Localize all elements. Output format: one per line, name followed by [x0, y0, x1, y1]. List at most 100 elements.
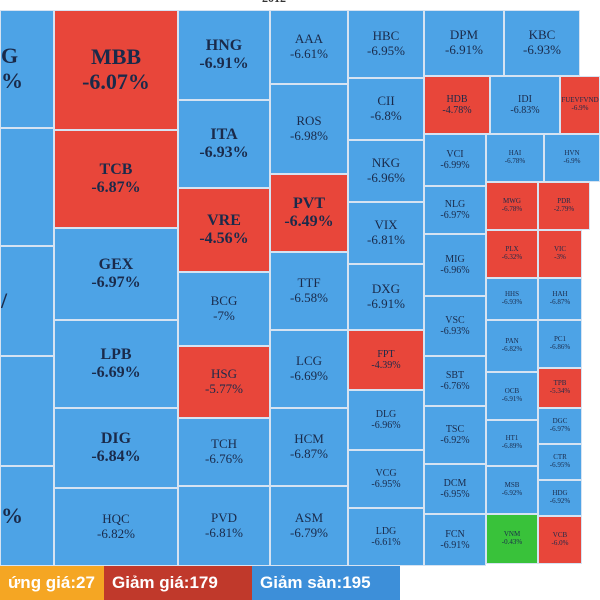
- tile-vnm[interactable]: VNM -0.43%: [486, 514, 538, 564]
- tile-dpm[interactable]: DPM -6.91%: [424, 10, 504, 76]
- tile-ros[interactable]: ROS -6.98%: [270, 84, 348, 174]
- percent-change: -6.81%: [367, 232, 405, 247]
- tile-pvd[interactable]: PVD -6.81%: [178, 486, 270, 566]
- tile-tpb[interactable]: TPB -5.34%: [538, 368, 582, 408]
- tile-edge-5[interactable]: %: [0, 466, 54, 566]
- tile-dcm[interactable]: DCM -6.95%: [424, 464, 486, 514]
- ticker-symbol: TSC: [445, 423, 465, 435]
- tile-idi[interactable]: IDI -6.83%: [490, 76, 560, 134]
- tile-hdb[interactable]: HDB -4.78%: [424, 76, 490, 134]
- ticker-symbol: VNM: [503, 530, 521, 539]
- tile-ita[interactable]: ITA -6.93%: [178, 100, 270, 188]
- ticker-symbol: HVN: [564, 149, 580, 158]
- tile-edge-2[interactable]: [0, 128, 54, 246]
- percent-change: -6.93%: [440, 326, 470, 337]
- tile-mig[interactable]: MIG -6.96%: [424, 234, 486, 296]
- ticker-symbol: NLG: [444, 198, 466, 210]
- percent-change: -6.91%: [199, 55, 249, 72]
- tile-pvt[interactable]: PVT -6.49%: [270, 174, 348, 252]
- floor-price-count: 195: [342, 573, 371, 592]
- percent-change: -6.78%: [504, 157, 526, 165]
- tile-edge-3[interactable]: /: [0, 246, 54, 356]
- tile-vcg[interactable]: VCG -6.95%: [348, 450, 424, 508]
- tile-mwg[interactable]: MWG -6.78%: [486, 182, 538, 230]
- tile-fcn[interactable]: FCN -6.91%: [424, 514, 486, 566]
- tile-lpb[interactable]: LPB -6.69%: [54, 320, 178, 408]
- tile-pdr[interactable]: PDR -2.79%: [538, 182, 590, 230]
- tile-kbc[interactable]: KBC -6.93%: [504, 10, 580, 76]
- tile-ctr[interactable]: CTR -6.95%: [538, 444, 582, 480]
- tile-edge-4[interactable]: [0, 356, 54, 466]
- ticker-symbol: VCI: [446, 148, 464, 160]
- percent-change: -6.99%: [440, 160, 470, 171]
- tile-ht1[interactable]: HT1 -6.89%: [486, 420, 538, 466]
- tile-tsc[interactable]: TSC -6.92%: [424, 406, 486, 464]
- tile-vcb[interactable]: VCB -6.0%: [538, 516, 582, 564]
- tile-dig[interactable]: DIG -6.84%: [54, 408, 178, 488]
- market-summary-bar: ứng giá: 27 Giảm giá: 179 Giảm sàn: 195: [0, 566, 600, 600]
- tile-hng[interactable]: HNG -6.91%: [178, 10, 270, 100]
- tile-hvn[interactable]: HVN -6.9%: [544, 134, 600, 182]
- tile-ldg[interactable]: LDG -6.61%: [348, 508, 424, 566]
- percent-change: -6.69%: [290, 368, 328, 383]
- percent-change: -6.86%: [549, 343, 571, 351]
- ticker-symbol: DPM: [449, 27, 479, 43]
- ticker-symbol: VIC: [553, 245, 567, 254]
- tile-dgc[interactable]: DGC -6.97%: [538, 408, 582, 444]
- percent-change: -6.89%: [501, 442, 523, 450]
- tile-hbc[interactable]: HBC -6.95%: [348, 10, 424, 78]
- percent-change: -6.96%: [367, 170, 405, 185]
- tile-tcb[interactable]: TCB -6.87%: [54, 130, 178, 228]
- tile-vix[interactable]: VIX -6.81%: [348, 202, 424, 264]
- tile-hhs[interactable]: HHS -6.93%: [486, 278, 538, 320]
- percent-change: -6.87%: [290, 446, 328, 461]
- tile-vci[interactable]: VCI -6.99%: [424, 134, 486, 186]
- tile-dlg[interactable]: DLG -6.96%: [348, 390, 424, 450]
- tile-hcm[interactable]: HCM -6.87%: [270, 408, 348, 486]
- tile-nkg[interactable]: NKG -6.96%: [348, 140, 424, 202]
- percent-change: -6.95%: [371, 479, 401, 490]
- floor-price-badge: Giảm sàn: 195: [252, 566, 400, 600]
- tile-vsc[interactable]: VSC -6.93%: [424, 296, 486, 356]
- tile-hqc[interactable]: HQC -6.82%: [54, 488, 178, 566]
- ticker-symbol: CTR: [553, 453, 567, 462]
- tile-pc1[interactable]: PC1 -6.86%: [538, 320, 582, 368]
- tile-cii[interactable]: CII -6.8%: [348, 78, 424, 140]
- percent-change: -6.81%: [205, 525, 243, 540]
- percent-change: -6.97%: [91, 274, 141, 291]
- tile-hai[interactable]: HAI -6.78%: [486, 134, 544, 182]
- tile-hsg[interactable]: HSG -5.77%: [178, 346, 270, 418]
- tile-mbb[interactable]: MBB -6.07%: [54, 10, 178, 130]
- ticker-symbol: ROS: [296, 113, 322, 129]
- tile-aaa[interactable]: AAA -6.61%: [270, 10, 348, 84]
- tile-vre[interactable]: VRE -4.56%: [178, 188, 270, 272]
- percent-change: -6.8%: [370, 108, 402, 123]
- tile-tch[interactable]: TCH -6.76%: [178, 418, 270, 486]
- ticker-symbol: VRE: [207, 212, 241, 230]
- tile-bcg[interactable]: BCG -7%: [178, 272, 270, 346]
- ticker-symbol: HNG: [205, 37, 243, 55]
- tile-ttf[interactable]: TTF -6.58%: [270, 252, 348, 330]
- tile-ocb[interactable]: OCB -6.91%: [486, 372, 538, 420]
- tile-edge-1[interactable]: G%: [0, 10, 54, 128]
- tile-dxg[interactable]: DXG -6.91%: [348, 264, 424, 330]
- tile-asm[interactable]: ASM -6.79%: [270, 486, 348, 566]
- ticker-symbol: GEX: [98, 256, 134, 274]
- percent-change: -6.93%: [199, 144, 249, 161]
- tile-pan[interactable]: PAN -6.82%: [486, 320, 538, 372]
- tile-fuevfvnd[interactable]: FUEVFVND -6.9%: [560, 76, 600, 134]
- tile-lcg[interactable]: LCG -6.69%: [270, 330, 348, 408]
- tile-hah[interactable]: HAH -6.87%: [538, 278, 582, 320]
- ticker-symbol: KBC: [528, 27, 556, 43]
- percent-change: -6.61%: [371, 537, 401, 548]
- tile-msb[interactable]: MSB -6.92%: [486, 466, 538, 514]
- tile-hdg[interactable]: HDG -6.92%: [538, 480, 582, 516]
- tile-plx[interactable]: PLX -6.32%: [486, 230, 538, 278]
- tile-gex[interactable]: GEX -6.97%: [54, 228, 178, 320]
- tile-sbt[interactable]: SBT -6.76%: [424, 356, 486, 406]
- ticker-symbol: OCB: [504, 387, 520, 396]
- tile-vic[interactable]: VIC -3%: [538, 230, 582, 278]
- tile-nlg[interactable]: NLG -6.97%: [424, 186, 486, 234]
- percent-change: -6.82%: [97, 526, 135, 541]
- tile-fpt[interactable]: FPT -4.39%: [348, 330, 424, 390]
